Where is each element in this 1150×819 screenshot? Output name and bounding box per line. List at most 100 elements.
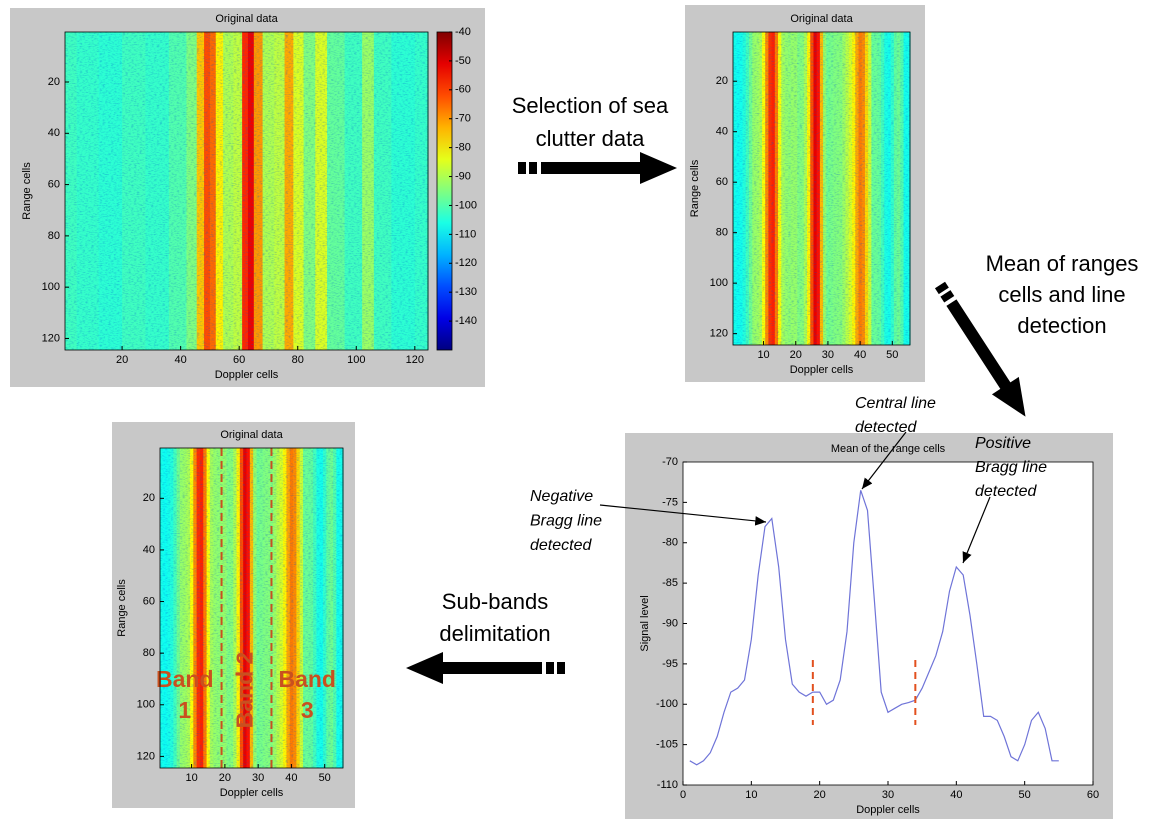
y-tick-label: -70 [662,456,678,468]
x-tick-label: 80 [292,354,304,366]
band-label: Band 1 [156,666,214,723]
y-tick-label: 80 [716,227,728,239]
x-axis-label: Doppler cells [856,804,920,816]
x-tick-label: 40 [950,789,962,801]
label-line: clutter data [536,126,646,151]
y-tick-label: 40 [716,126,728,138]
x-tick-label: 50 [886,349,898,361]
x-axis-label: Doppler cells [220,787,284,799]
y-tick-label: 100 [42,281,60,293]
y-tick-label: -75 [662,496,678,508]
label-line: Selection of sea [512,93,669,118]
x-tick-label: 60 [233,354,245,366]
x-tick-label: 40 [854,349,866,361]
plot-frame [159,447,344,769]
plot-bg [683,462,1093,785]
x-tick-label: 10 [185,772,197,784]
y-tick-label: -100 [656,698,678,710]
x-tick-label: 30 [252,772,264,784]
plot-frame [732,31,911,346]
y-tick-label: 20 [143,492,155,504]
colorbar-tick-label: -90 [455,170,471,182]
y-tick-label: 20 [48,76,60,88]
y-tick-label: -95 [662,658,678,670]
y-tick-label: -80 [662,537,678,549]
colorbar-tick-label: -80 [455,142,471,154]
label-line: delimitation [439,621,550,646]
y-tick-label: -110 [657,779,678,791]
chart-title: Original data [790,13,853,25]
chart-panel: Mean of the range cells Doppler cells Sign… [625,433,1113,819]
chart-panel: Original data Doppler cells Range cells -40… [10,8,485,387]
y-tick-label: -85 [662,577,678,589]
label-line: detected [975,483,1037,500]
label-line: cells and line [998,282,1125,307]
x-tick-label: 20 [814,789,826,801]
x-tick-label: 30 [882,789,894,801]
colorbar [436,31,453,351]
y-tick-label: 120 [137,750,155,762]
label-line: detected [530,537,592,554]
x-tick-label: 40 [285,772,297,784]
step-arrow [934,281,1026,417]
colorbar-tick-label: -140 [455,315,477,327]
x-tick-label: 100 [347,354,365,366]
chart-title: Original data [220,429,283,441]
y-tick-label: 60 [716,176,728,188]
colorbar-tick-label: -100 [455,199,477,211]
label-line: Bragg line [530,513,602,530]
chart-panel: Original data Doppler cells Range cells Ban… [112,422,355,808]
y-axis-label: Range cells [21,162,33,220]
y-tick-label: 120 [42,332,60,344]
colorbar-tick-label: -120 [455,257,477,269]
x-tick-label: 10 [745,789,757,801]
y-axis-label: Range cells [116,579,128,637]
band-label: Band 3 [278,666,336,723]
y-tick-label: 40 [48,127,60,139]
heatmap-texture [65,32,428,350]
y-tick-label: 100 [137,699,155,711]
y-tick-label: -90 [662,617,678,629]
y-tick-label: 60 [143,595,155,607]
x-tick-label: 10 [757,349,769,361]
label-line: Central line [855,395,936,412]
x-tick-label: 20 [219,772,231,784]
step-arrow [518,152,677,184]
x-tick-label: 50 [1019,789,1031,801]
x-tick-label: 30 [822,349,834,361]
y-tick-label: -105 [656,739,678,751]
x-tick-label: 20 [790,349,802,361]
label-line: detection [1017,313,1106,338]
colorbar-tick-label: -60 [455,84,471,96]
plot-frame [682,461,1094,786]
x-tick-label: 0 [680,789,686,801]
label-line: Bragg line [975,459,1047,476]
x-tick-label: 20 [116,354,128,366]
colorbar-tick-label: -50 [455,55,471,67]
y-tick-label: 40 [143,544,155,556]
label-line: Negative [530,488,593,505]
x-tick-label: 40 [175,354,187,366]
y-tick-label: 100 [710,277,728,289]
y-tick-label: 20 [716,75,728,87]
label-line: detected [855,419,917,436]
heatmap-texture [160,448,343,768]
label-line: Mean of ranges [986,251,1139,276]
x-tick-label: 60 [1087,789,1099,801]
label-line: Positive [975,435,1031,452]
y-tick-label: 80 [143,647,155,659]
x-axis-label: Doppler cells [790,364,854,376]
step-arrow [406,652,565,684]
chart-title: Mean of the range cells [831,443,946,455]
y-tick-label: 60 [48,178,60,190]
x-axis-label: Doppler cells [215,369,279,381]
annotation-arrows [599,431,991,564]
colorbar-tick-label: -70 [455,113,471,125]
label-line: Sub-bands [442,589,548,614]
chart-title: Original data [215,13,278,25]
signal-line [689,490,1059,766]
colorbar-tick-label: -110 [455,228,476,240]
x-tick-label: 50 [319,772,331,784]
x-tick-label: 120 [406,354,424,366]
